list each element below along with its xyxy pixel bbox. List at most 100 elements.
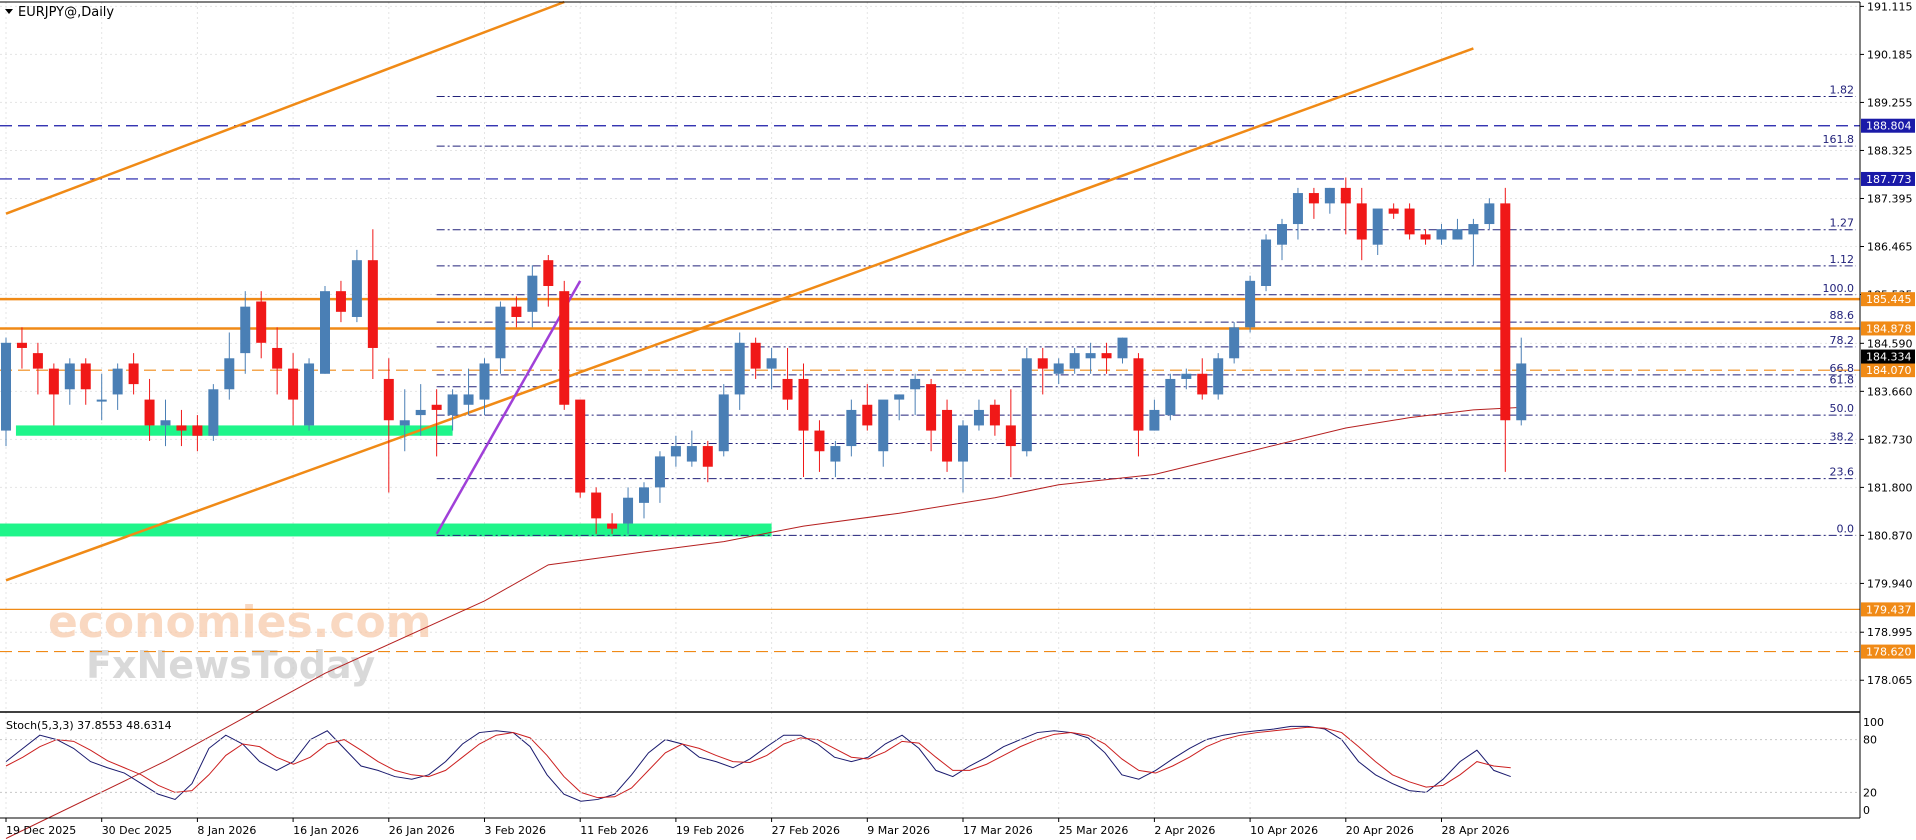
candle-body[interactable] xyxy=(1149,409,1160,431)
candle-body[interactable] xyxy=(670,446,681,457)
candle-body[interactable] xyxy=(256,301,267,343)
time-axis[interactable]: 19 Dec 2025 30 Dec 2025 8 Jan 2026 16 Jan 2… xyxy=(5,818,1510,837)
candle-body[interactable] xyxy=(1292,193,1303,225)
candle-body[interactable] xyxy=(1484,203,1495,225)
candle-body[interactable] xyxy=(958,425,968,462)
candle-body[interactable] xyxy=(702,446,713,467)
candle-body[interactable] xyxy=(1181,373,1192,379)
candle-body[interactable] xyxy=(495,306,506,359)
candle-body[interactable] xyxy=(431,404,442,410)
candle-body[interactable] xyxy=(894,394,905,400)
candle-body[interactable] xyxy=(654,456,665,488)
candle-body[interactable] xyxy=(910,378,921,390)
candle-body[interactable] xyxy=(335,291,346,312)
candle-body[interactable] xyxy=(639,487,649,503)
candle-body[interactable] xyxy=(288,368,299,400)
candle-body[interactable] xyxy=(1452,229,1463,240)
candle-body[interactable] xyxy=(607,523,618,529)
candle-body[interactable] xyxy=(942,409,953,462)
candle-body[interactable] xyxy=(750,342,761,369)
candle-body[interactable] xyxy=(1468,224,1479,235)
candle-body[interactable] xyxy=(511,306,522,317)
candle-body[interactable] xyxy=(1085,353,1096,359)
candle-body[interactable] xyxy=(160,420,171,426)
candle-body[interactable] xyxy=(878,399,889,452)
candle-body[interactable] xyxy=(176,425,187,431)
candle-body[interactable] xyxy=(1308,193,1319,204)
candle-body[interactable] xyxy=(1388,208,1399,214)
candle-body[interactable] xyxy=(782,378,793,400)
candle-body[interactable] xyxy=(543,260,554,286)
candle-body[interactable] xyxy=(1340,187,1351,204)
candle-body[interactable] xyxy=(973,409,984,426)
candle-body[interactable] xyxy=(144,399,155,426)
candle-body[interactable] xyxy=(208,389,219,436)
candle-body[interactable] xyxy=(1053,363,1064,374)
candle-body[interactable] xyxy=(320,291,330,374)
candle-body[interactable] xyxy=(527,275,538,312)
candle-body[interactable] xyxy=(96,399,107,402)
candle-body[interactable] xyxy=(1372,208,1383,245)
candle-body[interactable] xyxy=(351,260,362,317)
candle-body[interactable] xyxy=(846,409,857,447)
price-axis[interactable]: 191.115 190.185 189.255 188.325 187.395 186.4… xyxy=(1860,0,1913,687)
candle-body[interactable] xyxy=(447,394,458,416)
candle-body[interactable] xyxy=(1324,187,1335,204)
candle-body[interactable] xyxy=(1101,353,1112,359)
candle-body[interactable] xyxy=(1516,363,1527,421)
candle-body[interactable] xyxy=(1277,224,1287,245)
candle-body[interactable] xyxy=(798,378,809,431)
candle-body[interactable] xyxy=(399,420,410,426)
candle-body[interactable] xyxy=(926,384,937,431)
candle-body[interactable] xyxy=(862,404,873,426)
candle-body[interactable] xyxy=(415,409,426,416)
candle-body[interactable] xyxy=(479,363,490,400)
candle-body[interactable] xyxy=(192,425,203,436)
candle-body[interactable] xyxy=(623,497,634,524)
candle-body[interactable] xyxy=(16,342,27,348)
candle-body[interactable] xyxy=(1021,358,1032,452)
candle-body[interactable] xyxy=(80,363,91,390)
candle-body[interactable] xyxy=(1133,358,1144,431)
candle-body[interactable] xyxy=(1261,239,1272,286)
candle-body[interactable] xyxy=(1165,378,1176,416)
candle-body[interactable] xyxy=(32,353,43,369)
candle-body[interactable] xyxy=(766,358,777,369)
candle-body[interactable] xyxy=(1404,208,1415,235)
candles[interactable] xyxy=(1,177,1527,534)
candle-body[interactable] xyxy=(1213,358,1224,395)
candle-body[interactable] xyxy=(718,394,729,452)
candle-body[interactable] xyxy=(224,358,235,390)
candle-body[interactable] xyxy=(1420,234,1431,240)
candle-body[interactable] xyxy=(1037,358,1048,369)
candle-body[interactable] xyxy=(1229,327,1240,359)
candle-body[interactable] xyxy=(575,399,586,493)
candle-body[interactable] xyxy=(734,342,745,395)
candle-body[interactable] xyxy=(64,363,75,390)
candle-body[interactable] xyxy=(304,363,315,426)
candle-body[interactable] xyxy=(830,446,841,462)
candle-body[interactable] xyxy=(1436,229,1447,240)
candle-body[interactable] xyxy=(1,342,11,431)
candle-body[interactable] xyxy=(1356,203,1367,240)
candle-body[interactable] xyxy=(367,260,378,348)
candle-body[interactable] xyxy=(1245,280,1256,328)
candle-body[interactable] xyxy=(686,446,697,462)
candle-body[interactable] xyxy=(1500,203,1511,421)
candle-body[interactable] xyxy=(591,492,602,519)
candle-body[interactable] xyxy=(240,306,251,354)
candle-body[interactable] xyxy=(559,291,570,405)
candle-body[interactable] xyxy=(272,347,283,369)
candle-body[interactable] xyxy=(112,368,123,395)
candle-body[interactable] xyxy=(383,378,394,421)
candle-body[interactable] xyxy=(1117,337,1128,359)
candle-body[interactable] xyxy=(48,368,59,395)
candle-body[interactable] xyxy=(1197,373,1208,395)
chevron-down-icon[interactable] xyxy=(5,9,13,14)
candle-body[interactable] xyxy=(1005,425,1016,447)
candle-body[interactable] xyxy=(1069,353,1080,369)
candle-body[interactable] xyxy=(128,363,139,385)
candle-body[interactable] xyxy=(989,404,1000,426)
candle-body[interactable] xyxy=(814,430,825,452)
